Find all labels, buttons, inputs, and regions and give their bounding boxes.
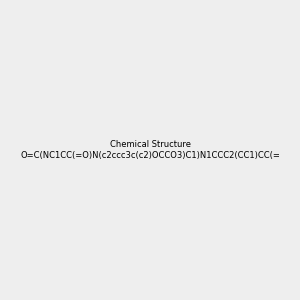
Text: Chemical Structure
O=C(NC1CC(=O)N(c2ccc3c(c2)OCCO3)C1)N1CCC2(CC1)CC(=: Chemical Structure O=C(NC1CC(=O)N(c2ccc3… (20, 140, 280, 160)
